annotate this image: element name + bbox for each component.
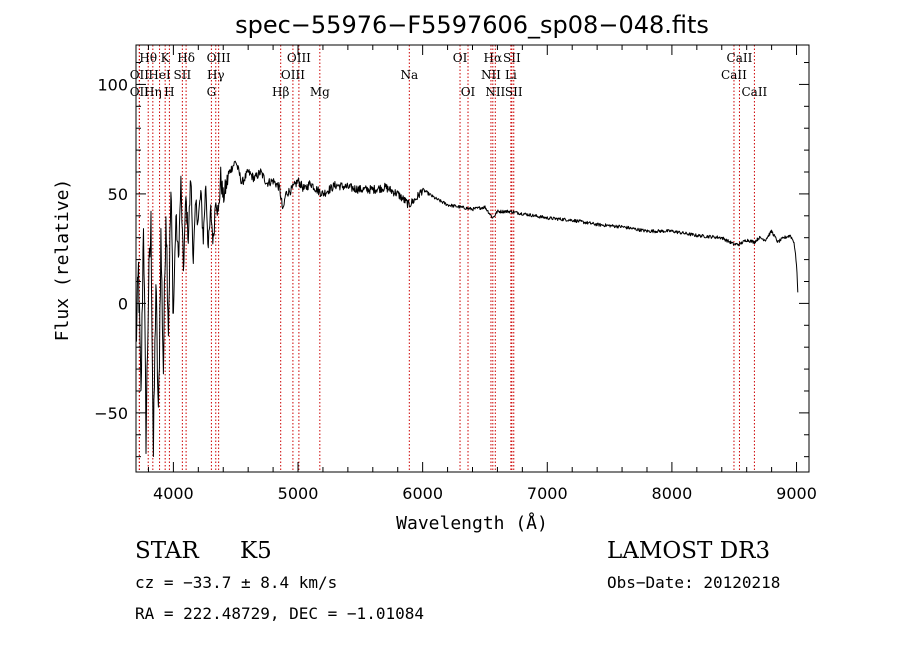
axis-ticks: 4000 5000 6000 7000 8000 9000 −50 0 50 100 (94, 45, 817, 503)
line-marker-label: OII (130, 85, 150, 99)
x-tick-label: 6000 (402, 484, 443, 503)
line-marker-label: K (161, 51, 171, 65)
y-tick-label: −50 (94, 404, 128, 423)
line-marker-label: NII (481, 68, 501, 82)
series-layer (135, 160, 799, 457)
x-tick-label: 5000 (278, 484, 319, 503)
line-marker-label: OIII (281, 68, 305, 82)
line-marker-label: SII (174, 68, 192, 82)
line-marker-label: Hα (484, 51, 503, 65)
line-marker-label: Hβ (272, 85, 289, 99)
series-line-flux (135, 160, 799, 457)
line-marker-label: Hδ (177, 51, 195, 65)
line-marker-label: OIII (287, 51, 311, 65)
redshift-cz: cz = −33.7 ± 8.4 km/s (135, 573, 338, 592)
object-class: STAR (135, 538, 199, 564)
line-marker-label: Hγ (207, 68, 225, 82)
x-tick-label: 4000 (153, 484, 194, 503)
line-marker-label: Li (505, 68, 517, 82)
object-subclass: K5 (240, 538, 272, 564)
y-tick-label: 0 (118, 294, 128, 313)
y-axis-label: Flux (relative) (52, 179, 73, 342)
ra-dec-coordinates: RA = 222.48729, DEC = −1.01084 (135, 604, 424, 623)
line-marker-label: OIII (207, 51, 231, 65)
y-tick-label: 100 (97, 75, 128, 94)
plot-frame (135, 44, 810, 473)
observation-date: Obs−Date: 20120218 (607, 573, 781, 592)
line-marker-label: Mg (310, 85, 330, 99)
line-marker-label: OII (130, 68, 150, 82)
line-marker-label: G (207, 85, 217, 99)
line-marker-label: OI (453, 51, 468, 65)
line-marker-label: Na (400, 68, 418, 82)
chart-title: spec−55976−F5597606_sp08−048.fits (235, 11, 709, 39)
line-marker-label: Hη (144, 85, 162, 99)
x-tick-label: 8000 (652, 484, 693, 503)
line-marker-label: Hθ (139, 51, 157, 65)
line-marker-label: H (164, 85, 174, 99)
line-marker-label: CaII (741, 85, 767, 99)
x-tick-label: 7000 (527, 484, 568, 503)
line-marker-label: OI (461, 85, 476, 99)
line-marker-label: CaII (727, 51, 753, 65)
line-marker-label: SII (505, 85, 523, 99)
line-marker-label: NII (485, 85, 505, 99)
x-axis-label: Wavelength (Å) (396, 512, 548, 534)
line-marker-label: SII (503, 51, 521, 65)
y-tick-label: 50 (108, 185, 128, 204)
x-tick-label: 9000 (776, 484, 817, 503)
line-marker-label: CaII (721, 68, 747, 82)
survey-name: LAMOST DR3 (607, 538, 771, 564)
line-marker-label: HeI (148, 68, 171, 82)
